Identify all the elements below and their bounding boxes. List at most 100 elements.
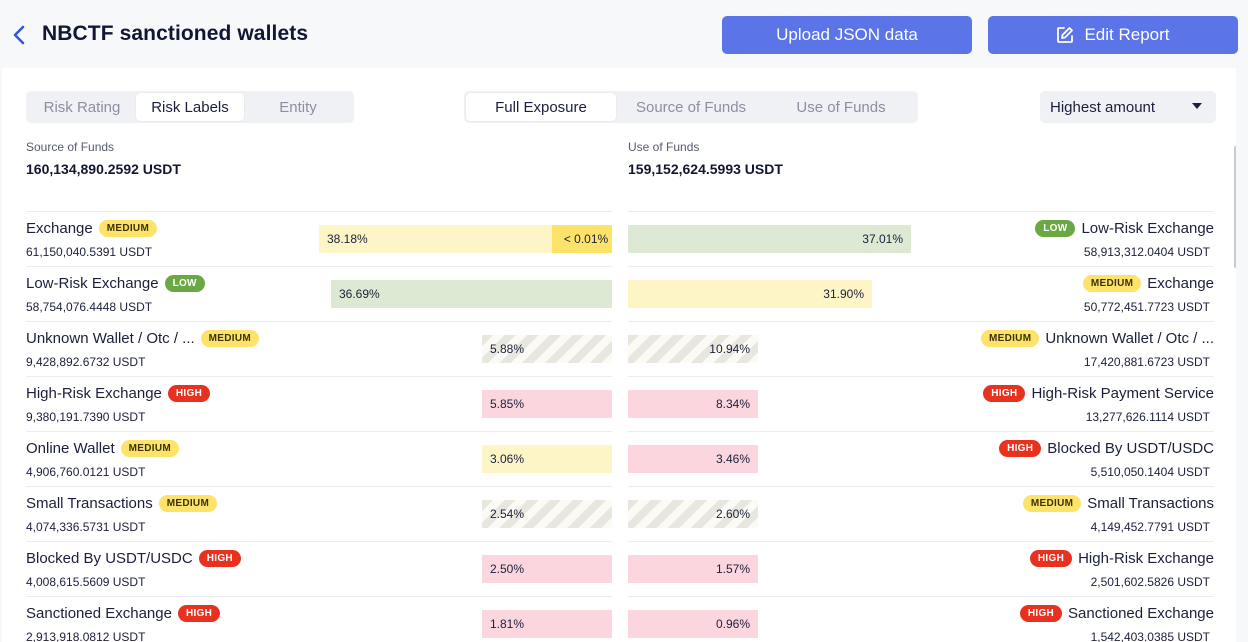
- row-amount: 17,420,881.6723 USDT: [1083, 355, 1210, 369]
- row-name: Unknown Wallet / Otc / ...: [1045, 330, 1214, 347]
- row-name: Unknown Wallet / Otc / ...: [26, 330, 195, 347]
- source-list: < 0.01% Exchange MEDIUM 61,150,040.5391 USD…: [26, 211, 612, 642]
- row-name: Exchange: [26, 220, 93, 237]
- use-list: Low-Risk Exchange LOW 58,913,312.0404 USDT…: [628, 211, 1214, 642]
- risk-badge: LOW: [1035, 220, 1076, 237]
- row-label: Low-Risk Exchange LOW: [26, 275, 205, 292]
- row-label: Unknown Wallet / Otc / ... MEDIUM: [26, 330, 260, 347]
- list-item[interactable]: Sanctioned Exchange HIGH 2,913,918.0812 US…: [26, 596, 612, 642]
- row-label: Small Transactions MEDIUM: [26, 495, 218, 512]
- tab-risk-labels[interactable]: Risk Labels: [136, 93, 244, 121]
- row-label: Exchange MEDIUM: [26, 220, 158, 237]
- upload-json-label: Upload JSON data: [776, 25, 918, 44]
- row-amount: 61,150,040.5391 USDT: [26, 245, 153, 259]
- row-amount: 58,754,076.4448 USDT: [26, 300, 153, 314]
- tab-risk-rating[interactable]: Risk Rating: [43, 98, 121, 116]
- exposure-bar: 2.54%: [482, 500, 612, 528]
- tab-entity[interactable]: Entity: [279, 98, 317, 116]
- edit-icon: [1057, 27, 1074, 43]
- exposure-bar: 1.57%: [628, 555, 758, 583]
- row-amount: 2,913,918.0812 USDT: [26, 630, 146, 642]
- tab-source-of-funds[interactable]: Source of Funds: [635, 98, 747, 116]
- exposure-bar: 5.88%: [482, 335, 612, 363]
- sort-dropdown[interactable]: Highest amount: [1040, 91, 1216, 123]
- row-name: High-Risk Exchange: [1078, 550, 1214, 567]
- row-name: High-Risk Exchange: [26, 385, 162, 402]
- row-amount: 50,772,451.7723 USDT: [1083, 300, 1210, 314]
- row-name: Sanctioned Exchange: [1068, 605, 1214, 622]
- exposure-tab-group: Full Exposure Source of Funds Use of Fun…: [464, 91, 918, 123]
- risk-badge: MEDIUM: [1022, 495, 1082, 512]
- row-amount: 13,277,626.1114 USDT: [1085, 410, 1210, 424]
- exposure-bar: 37.01%: [628, 225, 911, 253]
- row-label: Sanctioned Exchange HIGH: [26, 605, 221, 622]
- row-name: Small Transactions: [1087, 495, 1214, 512]
- list-item[interactable]: Low-Risk Exchange LOW 58,913,312.0404 USDT…: [628, 211, 1214, 266]
- risk-badge: MEDIUM: [1082, 275, 1142, 292]
- list-item[interactable]: Small Transactions MEDIUM 4,149,452.7791 U…: [628, 486, 1214, 541]
- exposure-bar: 36.69%: [331, 280, 612, 308]
- use-summary: Use of Funds 159,152,624.5993 USDT: [628, 140, 783, 177]
- exposure-bar: 1.81%: [482, 610, 612, 638]
- exposure-bar: 0.96%: [628, 610, 758, 638]
- caret-down-icon: [1192, 103, 1202, 109]
- view-tab-group: Risk Rating Risk Labels Entity: [26, 91, 354, 123]
- exposure-bar: 2.50%: [482, 555, 612, 583]
- edit-report-button[interactable]: Edit Report: [988, 16, 1238, 54]
- row-name: High-Risk Payment Service: [1031, 385, 1214, 402]
- row-amount: 1,542,403.0385 USDT: [1090, 630, 1210, 642]
- list-item[interactable]: Exchange MEDIUM 50,772,451.7723 USDT 31.90%: [628, 266, 1214, 321]
- row-amount: 4,906,760.0121 USDT: [26, 465, 146, 479]
- scrollbar[interactable]: [1234, 146, 1236, 268]
- list-item[interactable]: Low-Risk Exchange LOW 58,754,076.4448 USDT…: [26, 266, 612, 321]
- row-name: Blocked By USDT/USDC: [1047, 440, 1214, 457]
- list-item[interactable]: High-Risk Exchange HIGH 2,501,602.5826 USD…: [628, 541, 1214, 596]
- row-label: Blocked By USDT/USDC HIGH: [999, 440, 1214, 457]
- source-summary-label: Source of Funds: [26, 140, 115, 154]
- exposure-bar: 8.34%: [628, 390, 758, 418]
- use-summary-value: 159,152,624.5993 USDT: [628, 161, 783, 177]
- list-item[interactable]: Online Wallet MEDIUM 4,906,760.0121 USDT 3.…: [26, 431, 612, 486]
- exposure-bar: 38.18%: [319, 225, 552, 253]
- risk-badge: HIGH: [1019, 605, 1063, 622]
- tab-use-of-funds[interactable]: Use of Funds: [796, 98, 886, 116]
- sort-selected: Highest amount: [1050, 98, 1156, 116]
- edit-report-label: Edit Report: [1084, 25, 1170, 44]
- list-item[interactable]: High-Risk Exchange HIGH 9,380,191.7390 USD…: [26, 376, 612, 431]
- list-item[interactable]: Unknown Wallet / Otc / ... MEDIUM 9,428,89…: [26, 321, 612, 376]
- row-amount: 4,149,452.7791 USDT: [1090, 520, 1210, 534]
- row-label: Unknown Wallet / Otc / ... MEDIUM: [980, 330, 1214, 347]
- upload-json-button[interactable]: Upload JSON data: [722, 16, 972, 54]
- list-item[interactable]: High-Risk Payment Service HIGH 13,277,626.…: [628, 376, 1214, 431]
- row-name: Low-Risk Exchange: [1081, 220, 1214, 237]
- list-item[interactable]: Unknown Wallet / Otc / ... MEDIUM 17,420,8…: [628, 321, 1214, 376]
- risk-badge: HIGH: [1029, 550, 1073, 567]
- row-amount: 9,428,892.6732 USDT: [26, 355, 146, 369]
- tab-full-exposure[interactable]: Full Exposure: [466, 93, 616, 121]
- exposure-bar: 10.94%: [628, 335, 758, 363]
- exposure-bar: 3.46%: [628, 445, 758, 473]
- top-bar: NBCTF sanctioned wallets Upload JSON dat…: [0, 0, 1248, 68]
- row-label: Exchange MEDIUM: [1082, 275, 1214, 292]
- row-label: Small Transactions MEDIUM: [1022, 495, 1214, 512]
- row-label: Blocked By USDT/USDC HIGH: [26, 550, 241, 567]
- source-summary-value: 160,134,890.2592 USDT: [26, 161, 181, 177]
- risk-badge: MEDIUM: [980, 330, 1040, 347]
- risk-badge: MEDIUM: [158, 495, 218, 512]
- list-item[interactable]: Small Transactions MEDIUM 4,074,336.5731 U…: [26, 486, 612, 541]
- list-item[interactable]: Sanctioned Exchange HIGH 1,542,403.0385 US…: [628, 596, 1214, 642]
- row-label: High-Risk Exchange HIGH: [1029, 550, 1214, 567]
- source-summary: Source of Funds 160,134,890.2592 USDT: [26, 140, 181, 177]
- row-amount: 4,074,336.5731 USDT: [26, 520, 146, 534]
- row-label: High-Risk Payment Service HIGH: [983, 385, 1214, 402]
- row-label: Sanctioned Exchange HIGH: [1019, 605, 1214, 622]
- list-item[interactable]: Blocked By USDT/USDC HIGH 4,008,615.5609 U…: [26, 541, 612, 596]
- exposure-bar: 31.90%: [628, 280, 872, 308]
- row-name: Small Transactions: [26, 495, 153, 512]
- risk-badge: MEDIUM: [98, 220, 158, 237]
- report-panel: Risk Rating Risk Labels Entity Full Expo…: [2, 68, 1236, 642]
- row-name: Blocked By USDT/USDC: [26, 550, 193, 567]
- list-item[interactable]: < 0.01% Exchange MEDIUM 61,150,040.5391 USD…: [26, 211, 612, 266]
- chevron-left-icon[interactable]: [8, 22, 30, 48]
- list-item[interactable]: Blocked By USDT/USDC HIGH 5,510,050.1404 U…: [628, 431, 1214, 486]
